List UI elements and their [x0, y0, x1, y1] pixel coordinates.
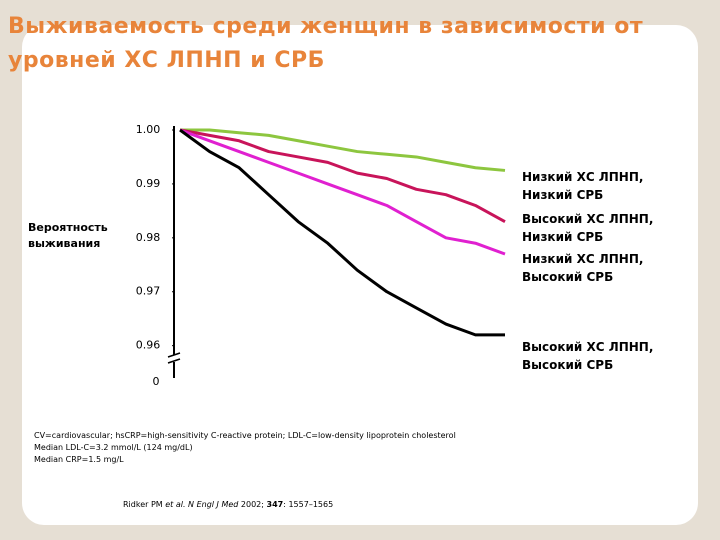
y-tick-label: 0.98	[136, 231, 161, 244]
legend-label: Высокий ХС ЛПНП, Высокий СРБ	[522, 340, 654, 372]
footnote: Median CRP=1.5 mg/L	[34, 455, 124, 464]
y-tick-label: 0.99	[136, 177, 161, 190]
legend-label: Высокий ХС ЛПНП, Низкий СРБ	[522, 212, 654, 244]
axis-break	[167, 358, 181, 364]
series-line	[180, 128, 506, 172]
y-break-label: 0	[153, 375, 160, 388]
series-line	[179, 128, 506, 223]
y-tick-label: 0.97	[136, 285, 161, 298]
y-tick-label: 0.96	[136, 339, 161, 352]
citation-volume: 347	[266, 500, 284, 509]
y-axis-label: Вероятность выживания	[28, 221, 108, 250]
axis-break	[167, 352, 181, 358]
y-tick-label: 1.00	[136, 123, 161, 136]
series-line	[179, 128, 505, 337]
citation: Ridker PM et al. N Engl J Med 2002; 347:…	[123, 500, 333, 509]
footnote: Median LDL-C=3.2 mmol/L (124 mg/dL)	[34, 443, 193, 452]
citation-year: 2002;	[240, 500, 264, 509]
citation-journal: et al. N Engl J Med	[165, 500, 239, 509]
series-line	[179, 128, 506, 256]
legend-label: Низкий ХС ЛПНП, Низкий СРБ	[522, 170, 644, 202]
panel	[22, 25, 698, 525]
footnote: CV=cardiovascular; hsCRP=high-sensitivit…	[34, 431, 456, 440]
citation-pages: : 1557–1565	[283, 500, 334, 509]
citation-author: Ridker PM	[123, 500, 163, 509]
legend-label: Низкий ХС ЛПНП, Высокий СРБ	[522, 252, 644, 284]
title: Выживаемость среди женщин в зависимости …	[8, 14, 644, 73]
footnotes: CV=cardiovascular; hsCRP=high-sensitivit…	[34, 430, 456, 466]
